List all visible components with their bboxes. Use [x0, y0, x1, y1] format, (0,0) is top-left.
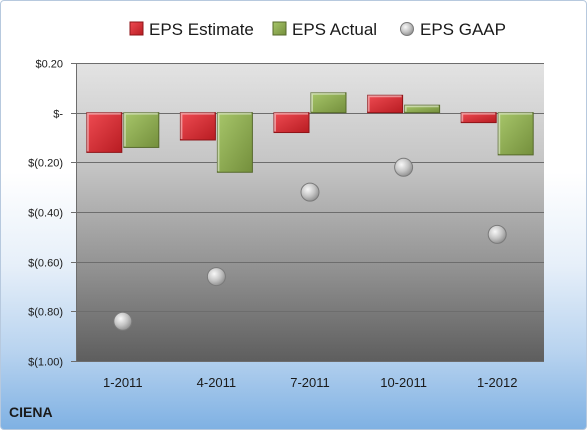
legend-swatch [272, 21, 287, 36]
bars [86, 92, 534, 173]
gaap-marker-4-2011 [206, 267, 226, 287]
bar-bevel [498, 112, 533, 154]
legend-swatch [129, 21, 144, 36]
y-axis: $0.20 $- $(0.20) $(0.40) $(0.60) $(0.80) $(1.0… [28, 59, 77, 369]
gaap-marker-1-2012 [487, 224, 507, 244]
y-tick-label: $(0.80) [28, 307, 63, 319]
bar-body [310, 92, 347, 114]
bar-body [86, 112, 123, 153]
y-tick-label: $(1.00) [28, 357, 63, 369]
bar-bevel [217, 112, 252, 172]
bar-body [179, 112, 216, 141]
bar-body [367, 94, 404, 114]
legend: EPS Estimate EPS Actual EPS GAAP [129, 20, 506, 39]
y-tick-label: $(0.20) [28, 158, 63, 170]
bar-body [404, 104, 441, 114]
bar-eps-estimate-1-2012 [460, 112, 497, 124]
y-tick-label: $(0.40) [28, 208, 63, 220]
bar-eps-actual-7-2011 [310, 92, 347, 114]
x-tick-label: 1-2012 [477, 375, 517, 390]
legend-swatch [400, 22, 414, 36]
legend-item-eps-estimate: EPS Estimate [129, 20, 254, 39]
y-tick-label: $0.20 [35, 59, 63, 71]
bar-body [460, 112, 497, 124]
x-tick-label: 1-2011 [103, 375, 143, 390]
bar-body [123, 112, 160, 148]
y-tick-label: $(0.60) [28, 258, 63, 270]
gaap-marker-7-2011 [300, 182, 320, 202]
bar-eps-estimate-4-2011 [179, 112, 216, 141]
legend-item-eps-actual: EPS Actual [272, 20, 377, 39]
x-tick-label: 7-2011 [290, 375, 330, 390]
bar-body [273, 112, 310, 134]
x-axis: 1-2011 4-2011 7-2011 10-2011 1-2012 [103, 375, 517, 390]
bar-bevel [404, 105, 439, 112]
bar-bevel [367, 95, 402, 112]
bar-eps-actual-1-2012 [497, 112, 534, 156]
legend-label: EPS Estimate [149, 20, 254, 39]
x-tick-label: 4-2011 [197, 375, 237, 390]
gaap-marker-10-2011 [394, 157, 414, 177]
bar-bevel [180, 112, 215, 139]
legend-label: EPS GAAP [420, 20, 506, 39]
bar-eps-estimate-1-2011 [86, 112, 123, 153]
bar-bevel [123, 112, 158, 147]
bar-eps-actual-4-2011 [216, 112, 253, 173]
legend-label: EPS Actual [292, 20, 377, 39]
bar-bevel [461, 112, 496, 122]
bar-eps-estimate-7-2011 [273, 112, 310, 134]
brand-label: CIENA [9, 404, 53, 420]
bar-eps-actual-1-2011 [123, 112, 160, 148]
bar-bevel [274, 112, 308, 132]
bar-bevel [86, 112, 121, 152]
y-tick-label: $- [53, 109, 63, 121]
legend-item-eps-gaap: EPS GAAP [400, 20, 506, 39]
bar-body [216, 112, 253, 173]
bar-eps-estimate-10-2011 [367, 94, 404, 114]
gaap-marker-1-2011 [113, 311, 133, 331]
x-tick-label: 10-2011 [380, 375, 427, 390]
bar-body [497, 112, 534, 156]
gaap-markers [113, 157, 507, 331]
bar-bevel [311, 92, 345, 112]
bar-eps-actual-10-2011 [404, 104, 441, 114]
